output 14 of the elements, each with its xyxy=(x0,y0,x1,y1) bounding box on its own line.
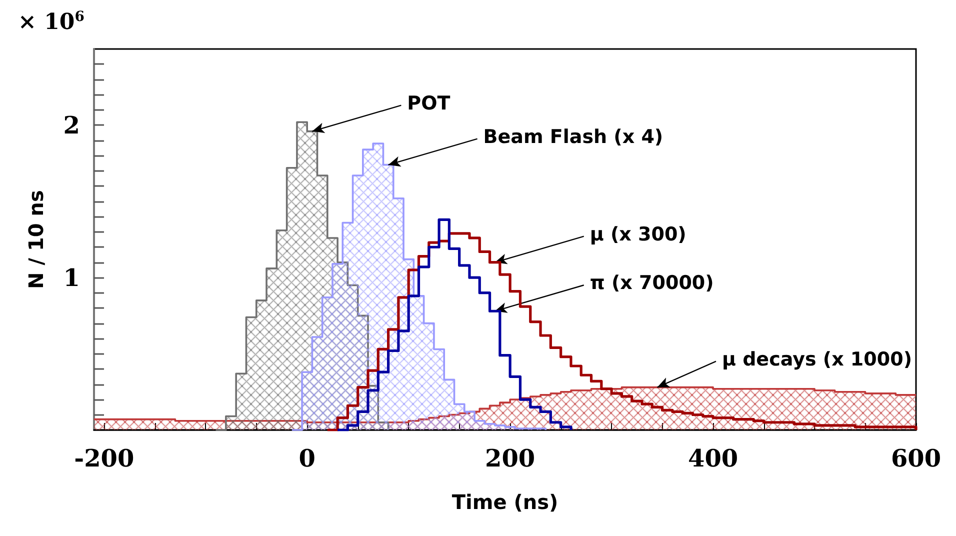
y-axis-title: N / 10 ns xyxy=(24,190,48,289)
x-tick-label: 600 xyxy=(890,444,942,472)
annotation: POT xyxy=(407,92,450,114)
y-tick-label: 1 xyxy=(63,263,80,292)
x-tick-label: 200 xyxy=(485,444,536,472)
x-tick-label: 0 xyxy=(298,444,316,472)
annotation: π (x 70000) xyxy=(590,272,714,294)
annotation: Beam Flash (x 4) xyxy=(483,126,664,148)
annotation: μ decays (x 1000) xyxy=(722,348,912,370)
x-axis-title: Time (ns) xyxy=(452,490,558,514)
annotation: μ (x 300) xyxy=(590,223,686,246)
x-tick-label: 400 xyxy=(688,444,738,472)
x-tick-label: -200 xyxy=(74,444,134,472)
y-tick-label: 2 xyxy=(63,110,80,140)
